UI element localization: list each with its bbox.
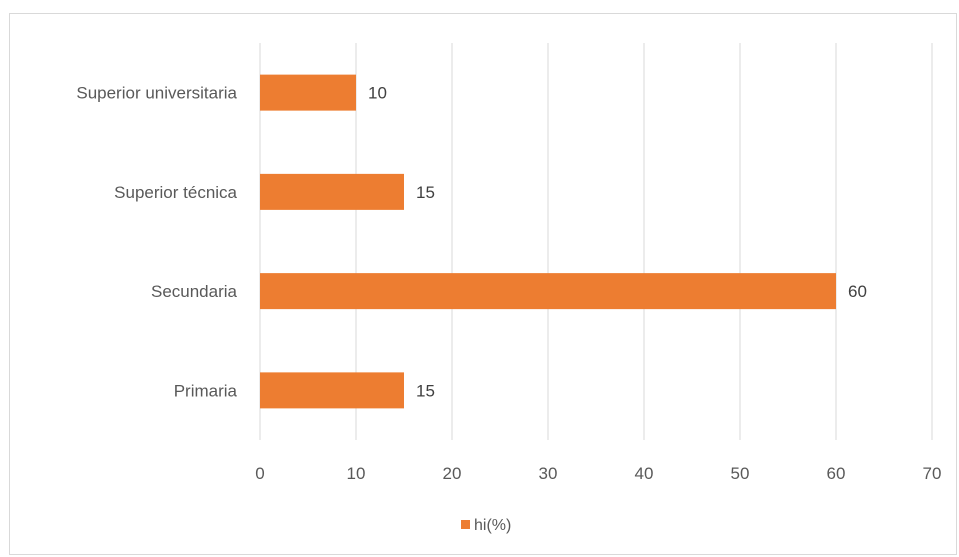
x-tick-labels: 0 10 20 30 40 50 60 70	[255, 464, 941, 483]
data-label-0: 10	[368, 84, 387, 103]
x-tick-label-2: 20	[443, 464, 462, 483]
legend-swatch	[461, 520, 470, 529]
x-tick-label-0: 0	[255, 464, 264, 483]
x-tick-label-6: 60	[827, 464, 846, 483]
category-label-0: Superior universitaria	[76, 84, 237, 103]
legend-label: hi(%)	[474, 517, 511, 534]
x-tick-label-3: 30	[539, 464, 558, 483]
data-label-2: 60	[848, 282, 867, 301]
category-label-1: Superior técnica	[114, 183, 237, 202]
x-tick-label-7: 70	[923, 464, 942, 483]
category-labels: Superior universitaria Superior técnica Se…	[76, 84, 237, 401]
legend: hi(%)	[461, 517, 511, 534]
category-label-3: Primaria	[174, 381, 238, 400]
data-label-1: 15	[416, 183, 435, 202]
bar-2	[260, 273, 836, 310]
bars	[260, 74, 836, 409]
bar-1	[260, 173, 404, 210]
data-label-3: 15	[416, 381, 435, 400]
bar-0	[260, 74, 356, 111]
x-tick-label-5: 50	[731, 464, 750, 483]
category-label-2: Secundaria	[151, 282, 238, 301]
x-tick-label-1: 10	[347, 464, 366, 483]
data-labels: 10 15 60 15	[368, 84, 867, 401]
x-tick-label-4: 40	[635, 464, 654, 483]
bar-3	[260, 372, 404, 409]
